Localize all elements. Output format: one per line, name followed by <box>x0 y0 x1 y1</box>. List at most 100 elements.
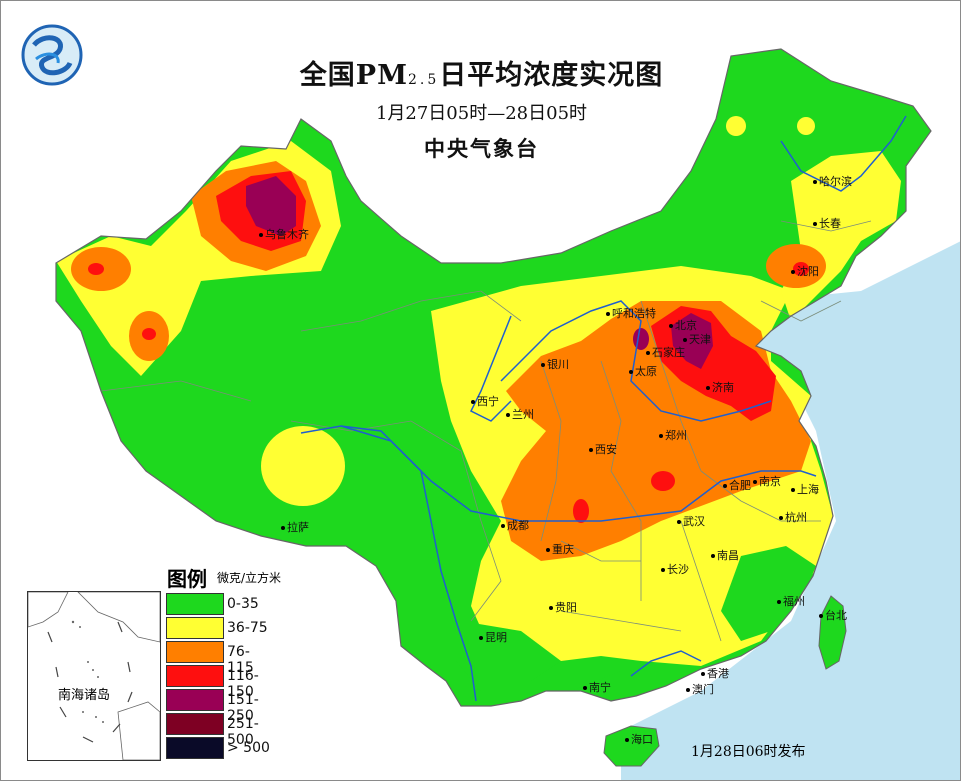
city-name: 天津 <box>689 333 711 346</box>
inset-islands <box>71 620 104 723</box>
map-title: 全国PM2.5日平均浓度实况图 <box>1 53 960 92</box>
city-dot <box>506 413 510 417</box>
city-dot <box>706 386 710 390</box>
legend-swatch <box>166 617 224 639</box>
city-dot <box>646 351 650 355</box>
city-label: 兰州 <box>506 406 534 422</box>
city-label: 石家庄 <box>646 344 685 360</box>
city-dot <box>583 686 587 690</box>
city-dot <box>753 480 757 484</box>
city-label: 重庆 <box>546 541 574 557</box>
city-dot <box>677 520 681 524</box>
city-label: 杭州 <box>779 509 807 525</box>
city-label: 成都 <box>501 517 529 533</box>
city-dot <box>779 516 783 520</box>
city-dot <box>777 600 781 604</box>
city-name: 北京 <box>675 319 697 332</box>
city-name: 合肥 <box>729 479 751 492</box>
legend-item: 36-75 <box>166 617 276 640</box>
city-name: 昆明 <box>485 631 507 644</box>
taiwan-island <box>818 595 847 670</box>
legend-item: 76-115 <box>166 641 276 676</box>
city-dot <box>791 270 795 274</box>
legend-item: 0-35 <box>166 593 276 616</box>
city-dot <box>259 233 263 237</box>
city-label: 拉萨 <box>281 519 309 535</box>
city-dot <box>669 324 673 328</box>
city-label: 沈阳 <box>791 263 819 279</box>
city-dot <box>723 484 727 488</box>
city-name: 杭州 <box>785 511 807 524</box>
legend-swatch <box>166 689 224 711</box>
city-name: 南昌 <box>717 549 739 562</box>
city-label: 南昌 <box>711 547 739 563</box>
city-name: 郑州 <box>665 429 687 442</box>
legend-item: > 500 <box>166 737 276 760</box>
city-label: 乌鲁木齐 <box>259 226 309 242</box>
city-name: 台北 <box>825 609 847 622</box>
city-label: 西宁 <box>471 393 499 409</box>
city-name: 银川 <box>547 358 569 371</box>
city-dot <box>629 370 633 374</box>
legend-swatch <box>166 665 224 687</box>
time-range: 1月27日05时—28日05时 <box>375 103 588 124</box>
legend-label: 0-35 <box>227 596 259 612</box>
city-label: 武汉 <box>677 513 705 529</box>
city-dot <box>606 312 610 316</box>
legend-swatch <box>166 593 224 615</box>
national-border <box>55 48 932 707</box>
city-label: 香港 <box>701 665 729 681</box>
city-name: 上海 <box>797 483 819 496</box>
zone-level-4 <box>246 176 713 369</box>
legend-label: 251-500 <box>227 716 259 748</box>
legend-label: > 500 <box>227 740 270 756</box>
rivers <box>300 115 907 702</box>
city-name: 乌鲁木齐 <box>265 228 309 241</box>
city-name: 沈阳 <box>797 265 819 278</box>
nine-dash-line <box>47 621 133 743</box>
city-name: 重庆 <box>552 543 574 556</box>
inset-map <box>28 592 160 760</box>
legend-unit: 微克/立方米 <box>217 571 282 585</box>
legend-swatch <box>166 713 224 735</box>
city-name: 西安 <box>595 443 617 456</box>
south-china-sea-inset: 南海诸岛 <box>27 591 161 761</box>
legend-label: 76-115 <box>227 644 254 676</box>
issuer: 中央气象台 <box>424 136 539 161</box>
city-name: 济南 <box>712 381 734 394</box>
legend-item: 116-150 <box>166 665 276 700</box>
city-name: 哈尔滨 <box>819 175 852 188</box>
city-name: 拉萨 <box>287 521 309 534</box>
city-label: 昆明 <box>479 629 507 645</box>
city-dot <box>501 524 505 528</box>
city-label: 台北 <box>819 607 847 623</box>
title-suffix: 日平均浓度实况图 <box>439 60 664 91</box>
city-label: 银川 <box>541 356 569 372</box>
legend-item: 251-500 <box>166 713 276 748</box>
city-dot <box>813 180 817 184</box>
sea-area <box>621 241 960 780</box>
city-name: 武汉 <box>683 515 705 528</box>
legend-swatch <box>166 641 224 663</box>
city-label: 郑州 <box>659 427 687 443</box>
legend-item: 151-250 <box>166 689 276 724</box>
city-name: 南宁 <box>589 681 611 694</box>
city-label: 长春 <box>813 215 841 231</box>
city-name: 澳门 <box>692 683 714 696</box>
city-dot <box>813 222 817 226</box>
city-label: 太原 <box>629 363 657 379</box>
legend-label: 151-250 <box>227 692 259 724</box>
city-dot <box>659 434 663 438</box>
city-label: 济南 <box>706 379 734 395</box>
city-name: 成都 <box>507 519 529 532</box>
city-name: 香港 <box>707 667 729 680</box>
legend-label: 36-75 <box>227 620 268 636</box>
title-subscript: 2.5 <box>407 72 440 88</box>
city-dot <box>546 548 550 552</box>
city-label: 合肥 <box>723 477 751 493</box>
city-name: 兰州 <box>512 408 534 421</box>
city-name: 西宁 <box>477 395 499 408</box>
city-label: 北京 <box>669 317 697 333</box>
city-name: 贵阳 <box>555 601 577 614</box>
